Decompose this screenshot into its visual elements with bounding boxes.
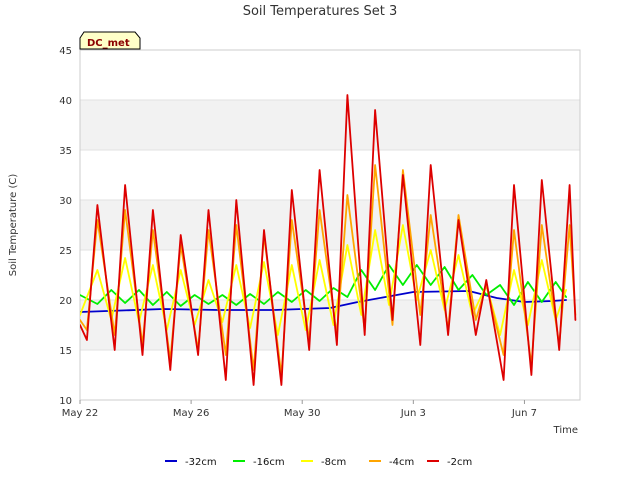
chart-title: Soil Temperatures Set 3 xyxy=(243,4,398,19)
plot-band xyxy=(80,350,580,400)
y-axis-label: Soil Temperature (C) xyxy=(8,174,19,277)
x-tick-label: May 30 xyxy=(284,408,321,419)
y-tick-label: 20 xyxy=(59,296,72,307)
legend-label: -4cm xyxy=(389,457,414,468)
legend-label: -2cm xyxy=(447,457,472,468)
plot-frame xyxy=(79,49,581,401)
series-line-2cm xyxy=(80,94,577,386)
y-tick-label: 25 xyxy=(59,246,72,257)
plot-band xyxy=(80,100,580,150)
x-axis: May 22 May 26 May 30 Jun 3 Jun 7 xyxy=(62,400,537,419)
x-axis-label: Time xyxy=(553,425,578,436)
y-tick-label: 10 xyxy=(59,396,72,407)
plot-background xyxy=(80,50,580,400)
y-tick-label: 40 xyxy=(59,96,72,107)
y-tick-label: 30 xyxy=(59,196,72,207)
x-tick-label: Jun 7 xyxy=(511,408,537,419)
dc-met-badge: DC_met xyxy=(79,31,141,50)
x-tick-label: May 22 xyxy=(62,408,99,419)
plot-band xyxy=(80,200,580,250)
plot-band xyxy=(80,50,580,100)
series-line-4cm xyxy=(80,164,577,376)
dc-met-badge-shape xyxy=(79,31,141,50)
plot-band xyxy=(80,150,580,200)
y-tick-label: 15 xyxy=(59,346,72,357)
dc-met-badge-label: DC_met xyxy=(87,38,130,49)
series-lines xyxy=(80,94,577,386)
legend-label: -8cm xyxy=(321,457,346,468)
x-tick-label: Jun 3 xyxy=(400,408,426,419)
y-tick-label: 45 xyxy=(59,46,72,57)
y-tick-label: 35 xyxy=(59,146,72,157)
legend-label: -16cm xyxy=(253,457,285,468)
legend-label: -32cm xyxy=(185,457,217,468)
x-tick-label: May 26 xyxy=(173,408,210,419)
y-axis: 10 15 20 25 30 35 40 45 xyxy=(59,46,72,407)
legend: -32cm -16cm -8cm -4cm -2cm xyxy=(165,457,472,468)
